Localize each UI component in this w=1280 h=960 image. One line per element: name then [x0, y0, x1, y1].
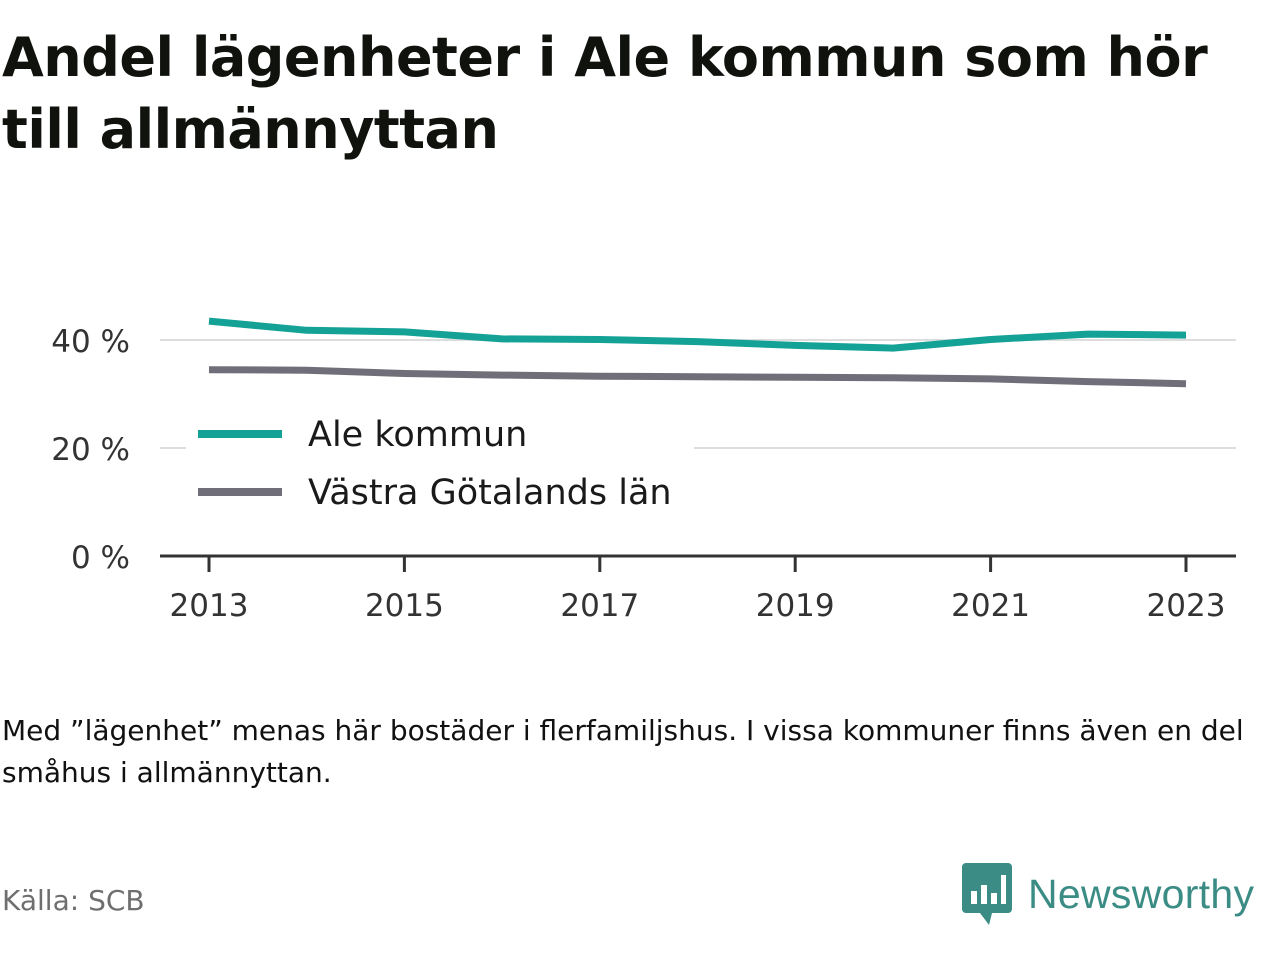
- legend-label: Västra Götalands län: [308, 473, 672, 513]
- x-tick-label: 2017: [560, 588, 639, 624]
- y-tick-label: 40 %: [51, 324, 130, 360]
- source-label: Källa: SCB: [2, 884, 145, 917]
- y-tick-label: 20 %: [51, 432, 130, 468]
- brand-name: Newsworthy: [1028, 870, 1255, 917]
- newsworthy-logo-icon: [962, 863, 1012, 925]
- y-axis-ticks: 0 % 20 % 40 %: [51, 324, 130, 576]
- line-chart: 2013 2015 2017 2019 2021 2023 0 % 20 % 40 % Ale…: [51, 317, 1236, 624]
- chart-note: Med ”lägenhet” menas här bostäder i fler…: [2, 714, 1244, 789]
- legend: Ale kommun Västra Götalands län: [186, 404, 694, 528]
- series-lines: [208, 317, 1187, 388]
- legend-background: [186, 404, 694, 448]
- x-tick-label: 2015: [365, 588, 444, 624]
- series-line-ale-kommun: [208, 317, 1187, 352]
- chart-title: Andel lägenheter i Ale kommun som hör ti…: [2, 26, 1208, 161]
- x-tick-label: 2021: [951, 588, 1030, 624]
- x-axis-ticks: 2013 2015 2017 2019 2021 2023: [170, 556, 1226, 624]
- legend-label: Ale kommun: [308, 415, 527, 455]
- y-tick-label: 0 %: [71, 540, 130, 576]
- x-tick-label: 2019: [756, 588, 835, 624]
- x-tick-label: 2023: [1147, 588, 1226, 624]
- series-line-v-stra-g-talands-l-n: [208, 366, 1187, 388]
- newsworthy-brand: Newsworthy: [962, 862, 1254, 926]
- x-tick-label: 2013: [170, 588, 249, 624]
